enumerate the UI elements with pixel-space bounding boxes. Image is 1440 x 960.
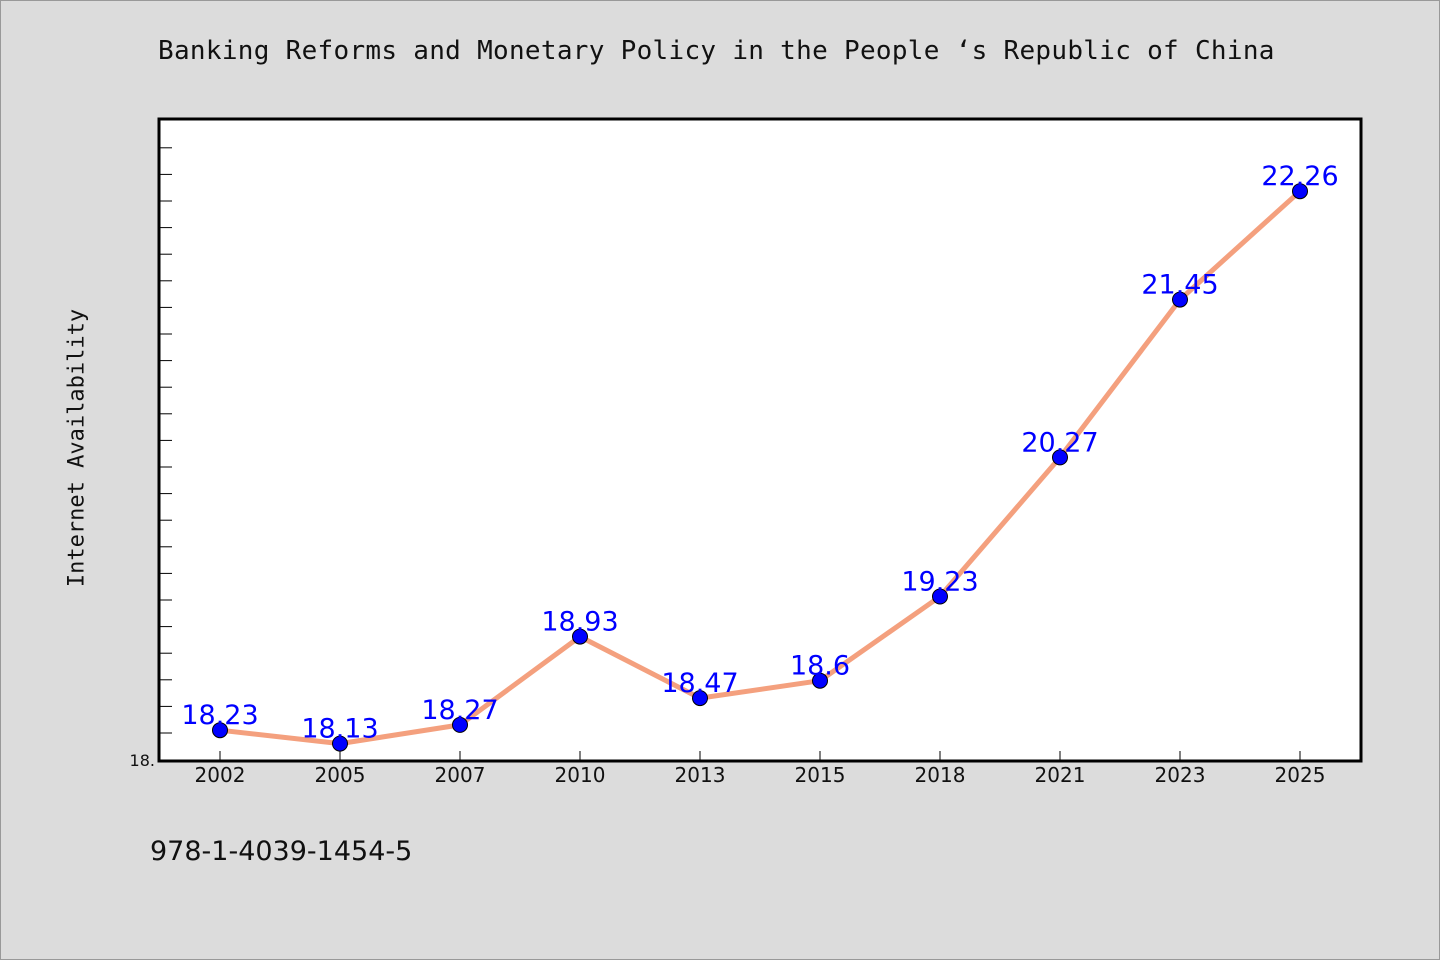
- data-point: [452, 716, 468, 733]
- data-point: [1052, 449, 1068, 466]
- x-tick-label: 2010: [555, 763, 606, 787]
- data-point: [692, 690, 708, 707]
- data-label: 18.23: [181, 700, 258, 731]
- chart-title: Banking Reforms and Monetary Policy in t…: [158, 36, 1275, 66]
- x-tick-label: 2005: [315, 763, 366, 787]
- y-tick-label: 18.: [130, 751, 155, 770]
- x-tick-label: 2007: [435, 763, 486, 787]
- data-label: 18.13: [301, 714, 378, 745]
- data-label: 20.27: [1021, 427, 1098, 458]
- data-point: [332, 735, 348, 752]
- data-point: [1292, 183, 1308, 200]
- data-point: [812, 672, 828, 689]
- plot-area: [157, 117, 1363, 763]
- data-label: 18.27: [421, 695, 498, 726]
- data-label: 18.93: [541, 607, 618, 638]
- data-point: [212, 722, 228, 739]
- data-label: 22.26: [1261, 161, 1338, 192]
- data-point: [932, 588, 948, 605]
- x-tick-label: 2002: [195, 763, 246, 787]
- data-label: 21.45: [1141, 270, 1218, 301]
- data-label: 19.23: [901, 567, 978, 598]
- series-line: [219, 189, 1302, 747]
- data-label: 18.47: [661, 668, 738, 699]
- x-tick-label: 2021: [1035, 763, 1086, 787]
- series-markers: [212, 183, 1308, 752]
- series-line-group: [219, 189, 1302, 747]
- y-axis-ticks: 18.: [130, 147, 172, 770]
- data-label: 18.6: [790, 651, 850, 682]
- x-axis-ticks: 2002 2005 2007 2010 2013 2015 2018 2021 2023 2025: [195, 751, 1326, 787]
- data-point: [572, 628, 588, 645]
- x-tick-label: 2013: [675, 763, 726, 787]
- x-tick-label: 2015: [795, 763, 846, 787]
- x-tick-label: 2023: [1155, 763, 1206, 787]
- isbn-code: 978-1-4039-1454-5: [150, 836, 413, 867]
- data-point: [1172, 291, 1188, 308]
- x-tick-label: 2025: [1275, 763, 1326, 787]
- data-labels: 18.23 18.13 18.27 18.93 18.47 18.6 19.23 20.27 2…: [181, 161, 1338, 744]
- x-tick-label: 2018: [915, 763, 966, 787]
